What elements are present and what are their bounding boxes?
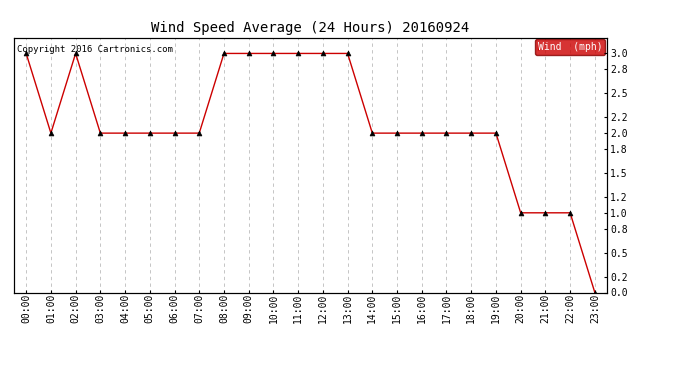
Legend: Wind  (mph): Wind (mph) [535, 39, 605, 55]
Title: Wind Speed Average (24 Hours) 20160924: Wind Speed Average (24 Hours) 20160924 [151, 21, 470, 35]
Text: Copyright 2016 Cartronics.com: Copyright 2016 Cartronics.com [17, 45, 172, 54]
